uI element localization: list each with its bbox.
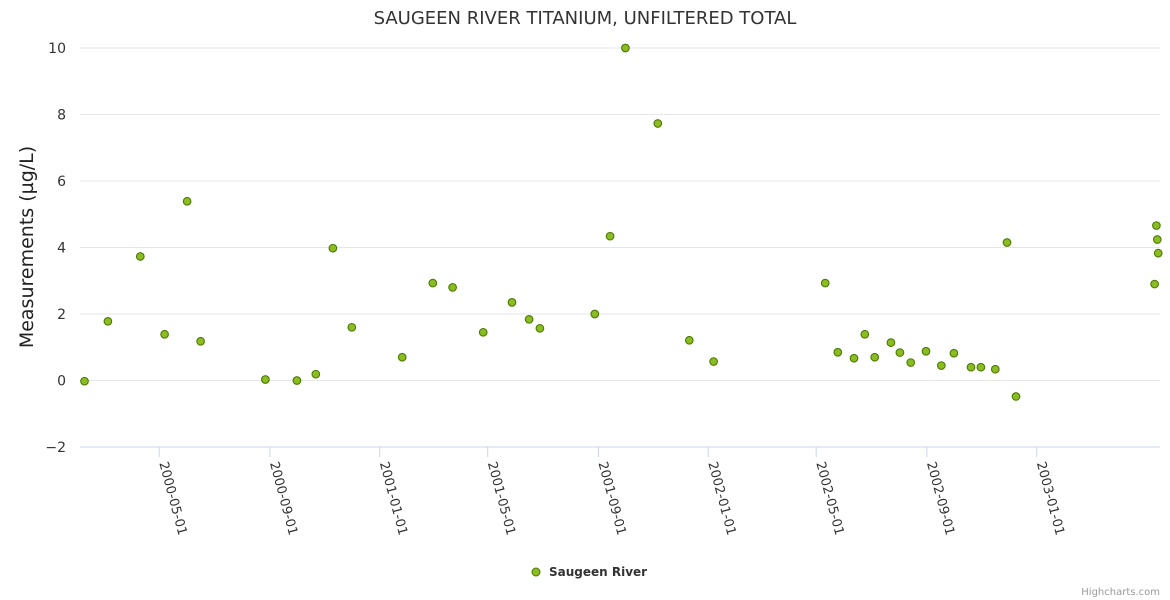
y-gridlines [80, 47, 1160, 448]
data-point [860, 329, 870, 339]
x-tick-label: 2001-09-01 [595, 460, 629, 537]
data-point [1153, 248, 1163, 258]
data-point [590, 309, 600, 319]
data-point [1152, 221, 1161, 230]
data-point [1150, 279, 1159, 289]
legend-marker [531, 567, 541, 577]
x-tick-label: 2000-09-01 [266, 460, 300, 537]
data-point [921, 346, 931, 356]
data-point [1002, 238, 1012, 247]
data-point [976, 362, 986, 372]
data-point [448, 283, 457, 292]
data-point [990, 364, 1000, 374]
y-tick-label: 6 [57, 174, 66, 190]
data-point [196, 336, 205, 346]
y-tick-label: 10 [48, 41, 66, 57]
legend-item-saugeen-river[interactable]: Saugeen River [549, 565, 647, 579]
data-point [347, 322, 357, 332]
y-axis-tick-labels: −2 0 2 4 6 8 10 [45, 41, 66, 456]
y-tick-label: −2 [45, 440, 66, 456]
data-point [1152, 235, 1162, 244]
x-tick-label: 2001-01-01 [376, 460, 410, 537]
data-point [820, 278, 830, 288]
x-axis-tick-labels: 2000-05-01 2000-09-01 2001-01-01 2001-05-01… [155, 460, 1067, 537]
data-point [261, 375, 270, 384]
data-point [507, 298, 517, 307]
x-tick-label: 2000-05-01 [155, 460, 189, 537]
data-point [1011, 392, 1021, 401]
data-point [949, 348, 959, 358]
data-point [966, 362, 976, 372]
y-axis-label: Measurements (µg/L) [16, 146, 38, 348]
series-saugeen-river [80, 43, 1163, 401]
data-point [709, 357, 718, 366]
x-tick-label: 2002-05-01 [812, 460, 846, 537]
data-point [849, 353, 859, 363]
data-point [833, 347, 843, 357]
data-point [524, 314, 534, 324]
y-tick-label: 4 [57, 241, 66, 257]
x-tick-label: 2001-05-01 [484, 460, 518, 537]
data-point [478, 327, 488, 337]
data-point [328, 243, 338, 253]
legend[interactable]: Saugeen River [531, 565, 647, 579]
chart-title: SAUGEEN RIVER TITANIUM, UNFILTERED TOTAL [374, 8, 797, 29]
data-point [621, 43, 630, 53]
data-point [397, 352, 407, 362]
y-tick-label: 8 [57, 108, 66, 124]
data-point [535, 323, 545, 333]
data-point [936, 361, 946, 370]
data-point [103, 316, 113, 326]
credits-link[interactable]: Highcharts.com [1081, 587, 1160, 598]
data-point [292, 376, 302, 385]
y-tick-label: 2 [57, 307, 66, 323]
data-point [311, 369, 321, 379]
data-point [653, 119, 663, 128]
data-point [605, 231, 615, 241]
y-tick-label: 0 [57, 374, 66, 390]
x-tick-label: 2003-01-01 [1033, 460, 1067, 537]
data-point [870, 352, 880, 362]
data-point [182, 196, 192, 206]
data-point [906, 358, 916, 367]
x-tick-label: 2002-09-01 [923, 460, 957, 537]
data-point [160, 329, 169, 339]
x-tick-label: 2002-01-01 [704, 460, 738, 537]
data-point [684, 335, 694, 345]
data-point [428, 278, 438, 288]
data-point [80, 376, 89, 386]
data-point [886, 338, 896, 347]
data-point [895, 348, 905, 357]
x-axis [158, 447, 1038, 457]
data-point [135, 252, 145, 261]
